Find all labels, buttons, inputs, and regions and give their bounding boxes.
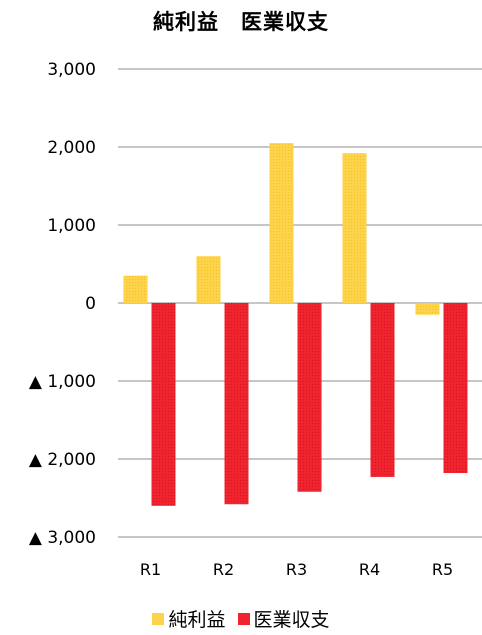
bar-net-profit-r1 <box>123 275 148 303</box>
y-tick-label: 3,000 <box>47 60 96 80</box>
y-tick-label: ▲ 3,000 <box>29 528 96 548</box>
y-tick-label: 0 <box>85 294 96 314</box>
legend-item: 純利益 <box>152 605 226 632</box>
x-tick-label: R3 <box>286 560 307 579</box>
x-tick-label: R2 <box>213 560 234 579</box>
x-tick-label: R1 <box>140 560 161 579</box>
bar-net-profit-r2 <box>196 256 221 303</box>
legend: 純利益 医業収支 <box>0 605 482 632</box>
legend-swatch <box>237 612 250 625</box>
x-tick-label: R5 <box>432 560 453 579</box>
y-tick-label: ▲ 2,000 <box>29 450 96 470</box>
bar-medical-balance-r3 <box>297 303 322 492</box>
bar-medical-balance-r1 <box>151 303 176 506</box>
bar-medical-balance-r5 <box>443 303 468 474</box>
y-tick-label: 2,000 <box>47 138 96 158</box>
chart-plot: 3,000 2,000 1,000 0 ▲ 1,000 ▲ 2,000 ▲ 3,000 R1 R… <box>29 60 482 579</box>
legend-item: 医業収支 <box>237 605 330 632</box>
legend-label: 医業収支 <box>253 609 330 631</box>
bar-net-profit-r4 <box>342 153 367 303</box>
bar-medical-balance-r2 <box>224 303 249 505</box>
y-tick-label: ▲ 1,000 <box>29 372 96 392</box>
y-tick-label: 1,000 <box>47 216 96 236</box>
bar-net-profit-r5 <box>415 303 440 315</box>
chart-title: 純利益 医業収支 <box>153 10 329 34</box>
legend-swatch <box>152 612 165 625</box>
x-tick-label: R4 <box>359 560 380 579</box>
bar-medical-balance-r4 <box>370 303 395 477</box>
bar-net-profit-r3 <box>269 143 294 303</box>
legend-label: 純利益 <box>168 609 226 631</box>
